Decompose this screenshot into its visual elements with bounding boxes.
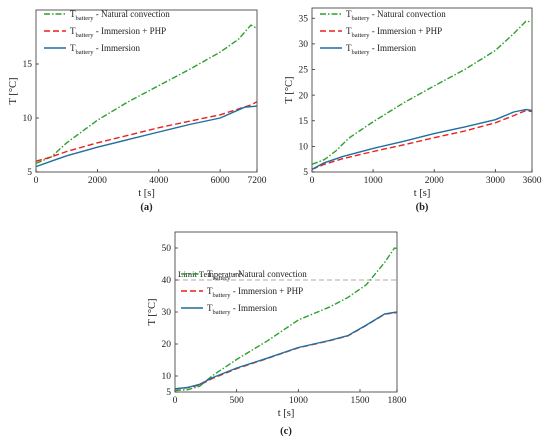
y-tick-label-a: 5 — [27, 168, 32, 178]
panel-b: 0 1000 2000 3000 3600 5 10 15 20 25 30 35 t [s] T [°C… — [284, 7, 542, 213]
y-axis-label-c: T [°C] — [147, 298, 158, 325]
series-line-php-b — [311, 109, 533, 171]
series-line-imm-a — [35, 105, 258, 168]
y-tick-label-b: 10 — [299, 143, 309, 153]
x-tick-label-b: 2000 — [425, 176, 444, 186]
x-tick-label-c: 1000 — [289, 396, 308, 406]
y-tick-label-b: 20 — [299, 91, 309, 101]
x-axis-label-c: t [s] — [278, 408, 295, 419]
x-tick-label-a: 4000 — [149, 176, 168, 186]
legend-entry-imm-a: Tbattery - Immersion — [70, 43, 141, 56]
x-axis-label-b: t [s] — [414, 188, 431, 199]
y-tick-label-b: 30 — [299, 40, 309, 50]
panel-c: Limit Temperature 0 500 1000 1500 1800 5 10 20 30… — [147, 231, 407, 437]
y-tick-label-c: 30 — [162, 308, 172, 318]
y-tick-label-a: 10 — [23, 114, 33, 124]
y-tick-label-c: 5 — [166, 388, 171, 398]
panel-label-c: (c) — [280, 426, 292, 437]
legend-entry-imm-c: Tbattery - Immersion — [207, 303, 278, 316]
y-tick-label-c: 50 — [162, 244, 172, 254]
series-line-nc-c — [174, 247, 398, 392]
x-axis-label-a: t [s] — [138, 188, 155, 199]
series-line-nc-a — [35, 24, 258, 165]
x-tick-label-b: 1000 — [364, 176, 383, 186]
y-tick-label-c: 40 — [162, 276, 172, 286]
y-tick-label-a: 15 — [23, 60, 33, 70]
legend-entry-nc-c: Tbattery - Natural convection — [207, 269, 307, 282]
y-tick-label-b: 25 — [299, 66, 309, 76]
x-tick-label-b: 0 — [310, 176, 315, 186]
x-tick-label-a: 2000 — [88, 176, 107, 186]
x-tick-label-c: 0 — [173, 396, 178, 406]
legend-entry-imm-b: Tbattery - Immersion — [346, 43, 417, 56]
y-axis-label-a: T [°C] — [8, 77, 19, 104]
plot-frame-b — [311, 7, 533, 173]
y-axis-label-b: T [°C] — [284, 76, 295, 103]
x-tick-label-a: 6000 — [211, 176, 230, 186]
y-tick-label-b: 35 — [299, 14, 309, 24]
x-tick-label-b: 3000 — [486, 176, 505, 186]
y-tick-label-b: 5 — [303, 168, 308, 178]
plot-frame-a — [35, 9, 258, 173]
x-tick-label-c: 1500 — [351, 396, 370, 406]
x-tick-label-c: 1800 — [388, 396, 407, 406]
series-line-nc-b — [311, 20, 533, 165]
x-tick-label-a: 0 — [34, 176, 39, 186]
limit-temperature-label: Limit Temperature — [178, 269, 242, 279]
legend-entry-php-c: Tbattery - Immersion + PHP — [207, 286, 303, 299]
series-line-php-a — [35, 101, 258, 162]
y-tick-label-c: 10 — [162, 372, 172, 382]
series-line-imm-c — [174, 311, 398, 390]
series-line-imm-b — [311, 108, 533, 171]
panel-a: 0 2000 4000 6000 7200 5 10 15 t [s] T [°C] (a) Tbat… — [8, 9, 267, 213]
x-tick-label-c: 500 — [230, 396, 245, 406]
x-tick-label-b: 3600 — [523, 176, 542, 186]
y-tick-label-c: 20 — [162, 340, 172, 350]
legend-entry-nc-b: Tbattery - Natural convection — [346, 9, 446, 22]
legend-entry-php-b: Tbattery - Immersion + PHP — [346, 26, 442, 39]
panel-label-a: (a) — [140, 202, 153, 213]
legend-entry-php-a: Tbattery - Immersion + PHP — [70, 26, 166, 39]
legend-entry-nc-a: Tbattery - Natural convection — [70, 9, 170, 22]
x-tick-label-a: 7200 — [248, 176, 267, 186]
y-tick-label-b: 15 — [299, 117, 309, 127]
panel-label-b: (b) — [416, 202, 429, 213]
